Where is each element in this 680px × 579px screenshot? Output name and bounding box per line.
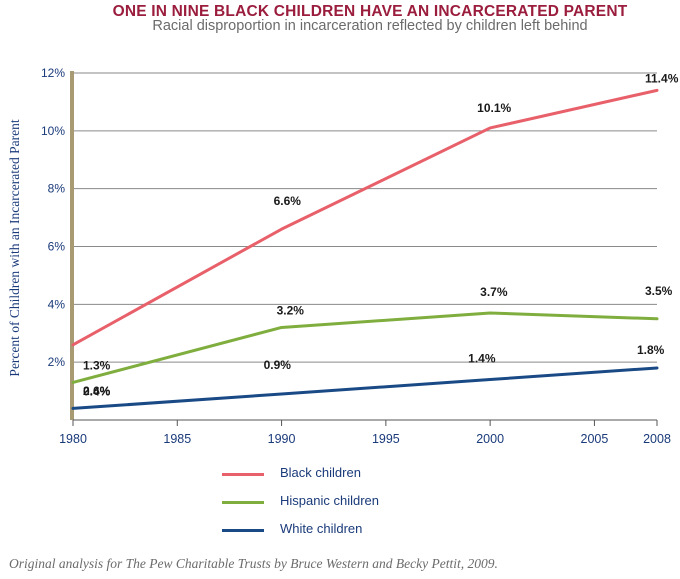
data-label-black: 6.6% — [274, 194, 302, 208]
x-tick-label: 1980 — [59, 432, 87, 446]
data-label-black: 10.1% — [477, 101, 511, 115]
y-axis-line — [70, 71, 74, 420]
legend-label-hispanic: Hispanic children — [280, 493, 379, 508]
data-label-white: 1.4% — [468, 352, 496, 366]
y-axis-title: Percent of Children with an Incarcerated… — [7, 119, 22, 376]
legend-label-white: White children — [280, 521, 363, 536]
y-tick-label: 2% — [48, 355, 66, 369]
y-tick-label: 12% — [41, 66, 65, 80]
x-tick-label: 2005 — [581, 432, 609, 446]
legend-swatch-black — [222, 473, 264, 476]
series-line-hispanic — [71, 311, 659, 384]
data-label-white: 0.9% — [264, 358, 292, 372]
x-tick-label: 2000 — [476, 432, 504, 446]
x-tick-label: 1995 — [372, 432, 400, 446]
chart-title: ONE IN NINE BLACK CHILDREN HAVE AN INCAR… — [112, 3, 628, 20]
data-label-hispanic: 3.5% — [645, 284, 673, 298]
y-tick-label: 6% — [48, 240, 66, 254]
data-label-hispanic: 1.3% — [83, 358, 111, 372]
data-label-white: 1.8% — [637, 343, 665, 357]
x-tick-label: 1990 — [268, 432, 296, 446]
y-tick-label: 4% — [48, 297, 66, 311]
x-tick-label: 2008 — [643, 432, 671, 446]
data-label-hispanic: 3.7% — [480, 285, 508, 299]
x-tick-label: 1985 — [163, 432, 191, 446]
chart-subtitle: Racial disproportion in incarceration re… — [152, 18, 588, 34]
legend-label-black: Black children — [280, 465, 361, 480]
data-label-hispanic: 3.2% — [277, 303, 305, 317]
series-line-black — [71, 88, 659, 347]
series-line-white — [71, 366, 659, 410]
source-note: Original analysis for The Pew Charitable… — [9, 556, 498, 571]
data-label-black: 11.4% — [645, 71, 679, 85]
legend-swatch-hispanic — [222, 501, 264, 504]
data-label-white: 0.4% — [83, 384, 111, 398]
y-tick-label: 8% — [48, 182, 66, 196]
legend-swatch-white — [222, 529, 264, 532]
data-label-black: 2.6% — [83, 384, 111, 398]
y-tick-label: 10% — [41, 124, 65, 138]
